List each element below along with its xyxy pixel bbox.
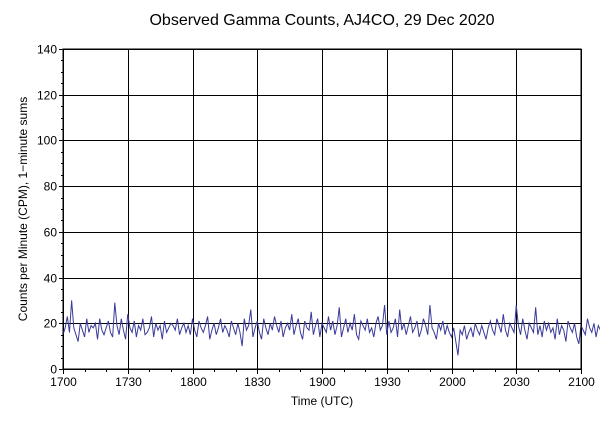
y-tick-label: 20	[44, 317, 58, 331]
x-axis-label: Time (UTC)	[291, 394, 353, 408]
x-tick-label: 1730	[115, 375, 142, 389]
x-tick-label: 1700	[50, 375, 77, 389]
y-tick-label: 100	[37, 134, 57, 148]
y-tick-label: 0	[50, 363, 57, 377]
x-tick-label: 1830	[244, 375, 271, 389]
y-tick-label: 120	[37, 89, 57, 103]
x-tick-label: 2000	[439, 375, 466, 389]
x-tick-label: 2030	[503, 375, 530, 389]
y-tick-label: 40	[44, 272, 58, 286]
chart-title: Observed Gamma Counts, AJ4CO, 29 Dec 202…	[149, 12, 494, 29]
x-tick-label: 1900	[309, 375, 336, 389]
series-line	[62, 300, 600, 356]
y-tick-label: 140	[37, 43, 57, 57]
x-tick-label: 1930	[374, 375, 401, 389]
x-tick-label: 2100	[568, 375, 595, 389]
x-tick-label: 1800	[180, 375, 207, 389]
y-tick-label: 60	[44, 226, 58, 240]
y-axis-label: Counts per Minute (CPM), 1−minute sums	[16, 97, 30, 321]
y-tick-label: 80	[44, 180, 58, 194]
grid	[63, 49, 582, 370]
axis-ticks: 0 20 40 60 80 100 120 140 1700 1730 1800 1830 1900 19…	[37, 43, 595, 390]
